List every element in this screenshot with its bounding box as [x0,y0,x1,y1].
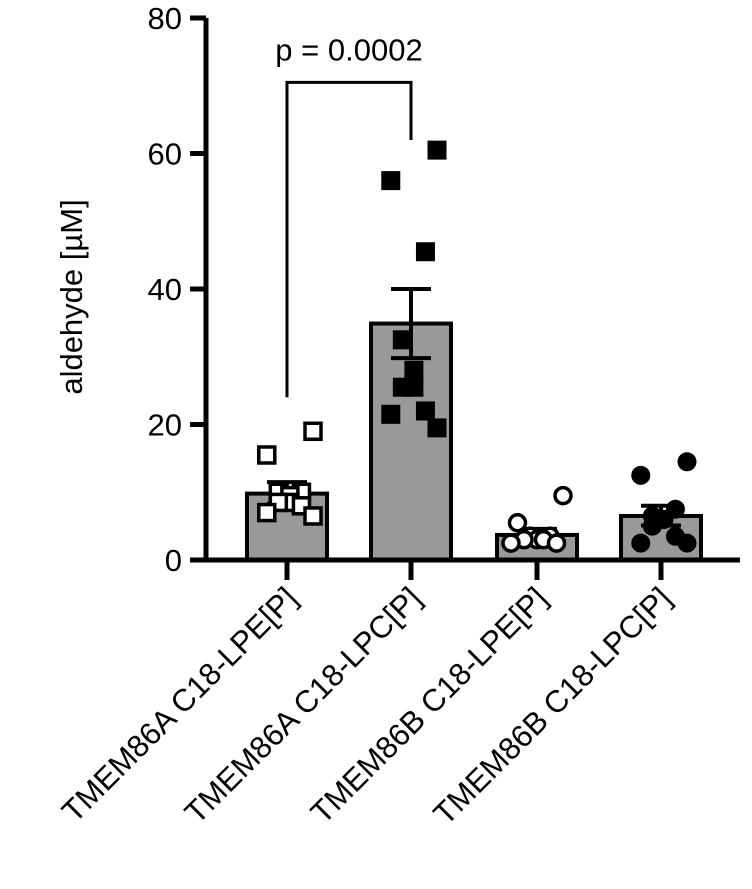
y-axis-title: aldehyde [µM] [54,199,89,394]
point-2-0 [553,485,573,506]
point-3-9 [677,533,697,553]
point-1-8 [381,404,401,424]
point-1-6 [392,377,412,397]
point-0-1 [257,445,277,465]
y-tick-label-40: 40 [148,272,182,307]
point-1-9 [427,418,447,438]
significance-bracket [285,80,413,398]
points-layer [257,140,697,553]
annotation-layer: p = 0.0002 [275,32,423,398]
point-1-1 [381,171,401,191]
p-value-label: p = 0.0002 [275,32,422,67]
point-1-2 [415,242,435,262]
x-tick-label-2: TMEM86B C18-LPE[P] [304,580,554,830]
x-tick-label-3: TMEM86B C18-LPC[P] [427,580,678,831]
point-0-9 [303,506,323,526]
point-3-1 [631,465,651,485]
point-1-7 [415,401,435,421]
point-0-0 [303,421,323,442]
point-1-0 [427,140,447,160]
point-2-8 [501,533,521,553]
y-tick-label-60: 60 [148,137,182,172]
point-3-8 [631,533,651,553]
point-3-6 [642,516,662,536]
point-2-7 [546,533,567,553]
point-3-0 [677,452,697,472]
point-2-1 [507,512,528,533]
y-tick-label-0: 0 [165,543,182,578]
x-tick-label-0: TMEM86A C18-LPE[P] [55,580,304,829]
point-0-8 [257,502,277,523]
x-tick-label-1: TMEM86A C18-LPC[P] [178,580,428,830]
y-tick-label-80: 80 [148,1,182,36]
y-tick-label-20: 20 [148,408,182,443]
point-1-3 [392,330,412,350]
error-bars-layer [267,287,681,543]
point-1-4 [404,360,424,380]
